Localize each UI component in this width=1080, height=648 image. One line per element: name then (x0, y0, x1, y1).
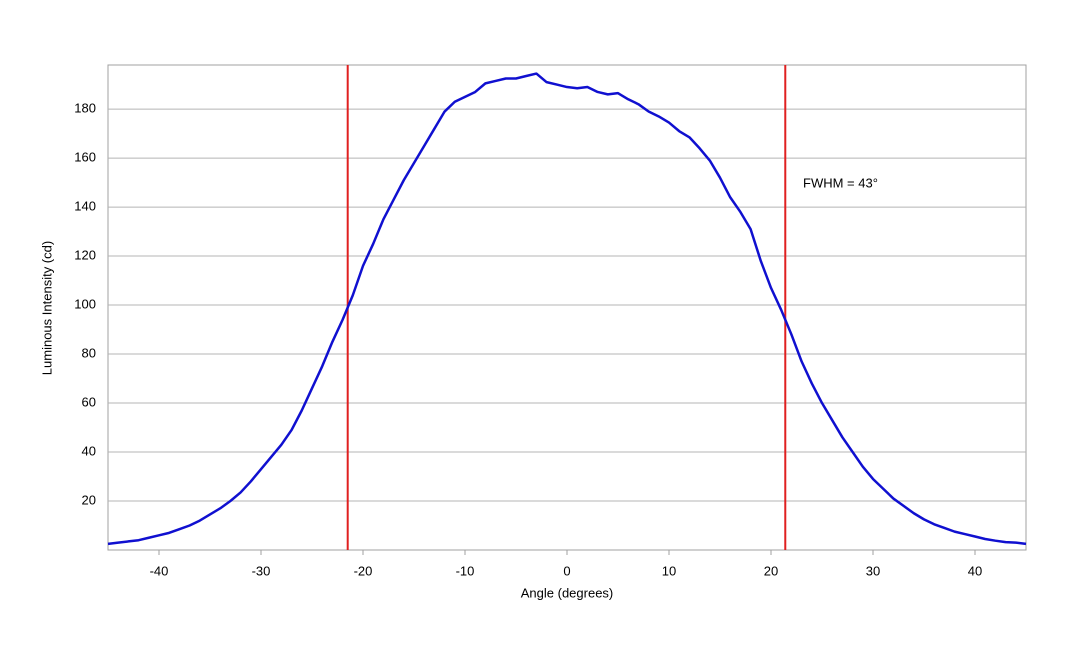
y-axis-title: Luminous Intensity (cd) (39, 241, 54, 375)
y-tick-label: 160 (74, 150, 96, 165)
plot-area (107, 64, 1027, 551)
x-tick-label: -20 (354, 563, 373, 578)
x-axis-title: Angle (degrees) (521, 585, 614, 600)
y-tick-label: 100 (74, 296, 96, 311)
x-tick-label: -10 (456, 563, 475, 578)
y-tick-label: 20 (82, 492, 96, 507)
data-line (107, 72, 1027, 546)
x-tick-label: 30 (866, 563, 880, 578)
y-tick-label: 80 (82, 345, 96, 360)
annotation: FWHM = 43° (803, 175, 878, 190)
y-tick-label: 180 (74, 101, 96, 116)
y-tick-label: 60 (82, 394, 96, 409)
x-tick-label: -30 (252, 563, 271, 578)
x-tick-label: 0 (563, 563, 570, 578)
y-tick-label: 140 (74, 199, 96, 214)
y-tick-label: 40 (82, 443, 96, 458)
x-tick-label: -40 (150, 563, 169, 578)
x-tick-label: 40 (968, 563, 982, 578)
x-tick-label: 10 (662, 563, 676, 578)
y-tick-label: 120 (74, 247, 96, 262)
x-tick-label: 20 (764, 563, 778, 578)
